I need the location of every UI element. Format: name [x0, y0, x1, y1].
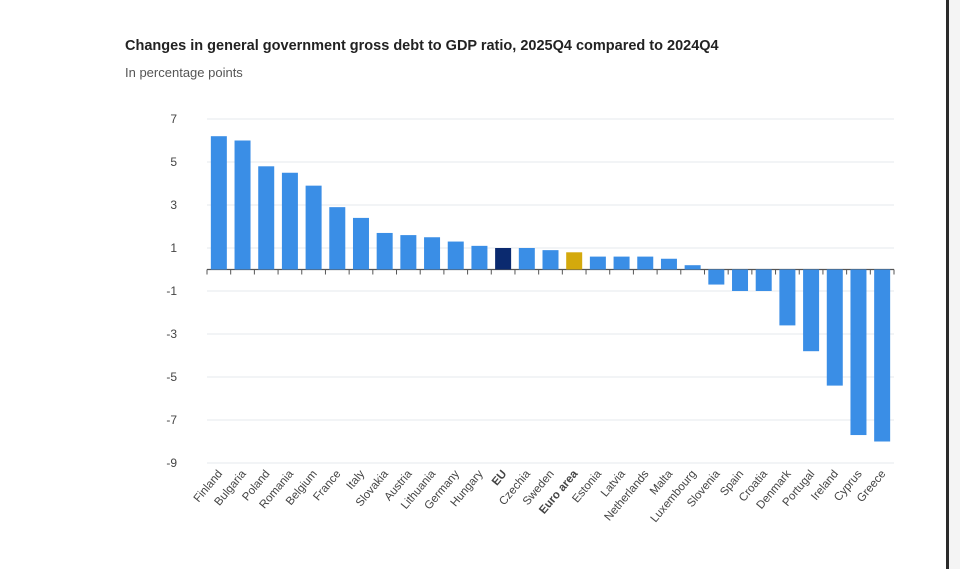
chart-subtitle: In percentage points: [125, 65, 243, 80]
y-tick-label: -5: [166, 370, 177, 384]
bar-ireland: [826, 269, 843, 386]
y-tick-label: 7: [170, 112, 177, 126]
bar-latvia: [613, 256, 630, 270]
bar-portugal: [803, 269, 820, 352]
y-tick-label: -7: [166, 413, 177, 427]
bar-sweden: [542, 250, 559, 270]
bar-lithuania: [424, 237, 441, 270]
window-background: [949, 0, 960, 569]
bar-netherlands: [637, 256, 654, 270]
bar-malta: [660, 258, 677, 270]
x-tick-label: EU: [490, 468, 509, 488]
bar-croatia: [755, 269, 772, 291]
bar-spain: [732, 269, 749, 291]
bar-austria: [400, 235, 417, 270]
bar-cyprus: [850, 269, 867, 436]
bar-bulgaria: [234, 140, 251, 270]
bar-denmark: [779, 269, 796, 326]
chart-title: Changes in general government gross debt…: [125, 38, 719, 54]
bar-czechia: [518, 248, 535, 270]
bar-romania: [281, 172, 298, 270]
bar-germany: [447, 241, 464, 270]
y-tick-label: 3: [170, 198, 177, 212]
window-border: [946, 0, 949, 569]
bar-slovenia: [708, 269, 725, 285]
bar-france: [329, 207, 346, 270]
bar-belgium: [305, 185, 322, 270]
bar-eu: [495, 248, 512, 270]
y-tick-label: 5: [170, 155, 177, 169]
y-tick-label: -3: [166, 327, 177, 341]
bar-greece: [874, 269, 891, 442]
y-tick-label: -9: [166, 456, 177, 470]
bar-luxembourg: [684, 265, 701, 270]
bar-hungary: [471, 245, 488, 270]
bar-estonia: [589, 256, 606, 270]
y-tick-label: -1: [166, 284, 177, 298]
bar-finland: [210, 136, 227, 270]
y-tick-label: 1: [170, 241, 177, 255]
bar-poland: [258, 166, 275, 270]
bar-italy: [352, 217, 369, 270]
bar-slovakia: [376, 232, 393, 270]
bar-euro-area: [566, 252, 583, 270]
